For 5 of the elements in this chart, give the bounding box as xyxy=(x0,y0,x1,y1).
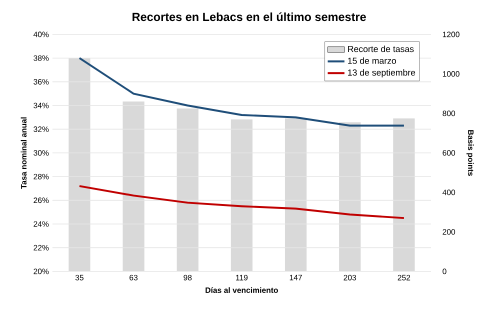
legend-label: 15 de marzo xyxy=(348,58,396,64)
legend-label: 13 de septiembre xyxy=(348,69,416,78)
line-series xyxy=(78,185,405,220)
chart-title: Recortes en Lebacs en el último semestre xyxy=(132,12,366,22)
legend-label: Recorte de tasas xyxy=(348,46,414,52)
